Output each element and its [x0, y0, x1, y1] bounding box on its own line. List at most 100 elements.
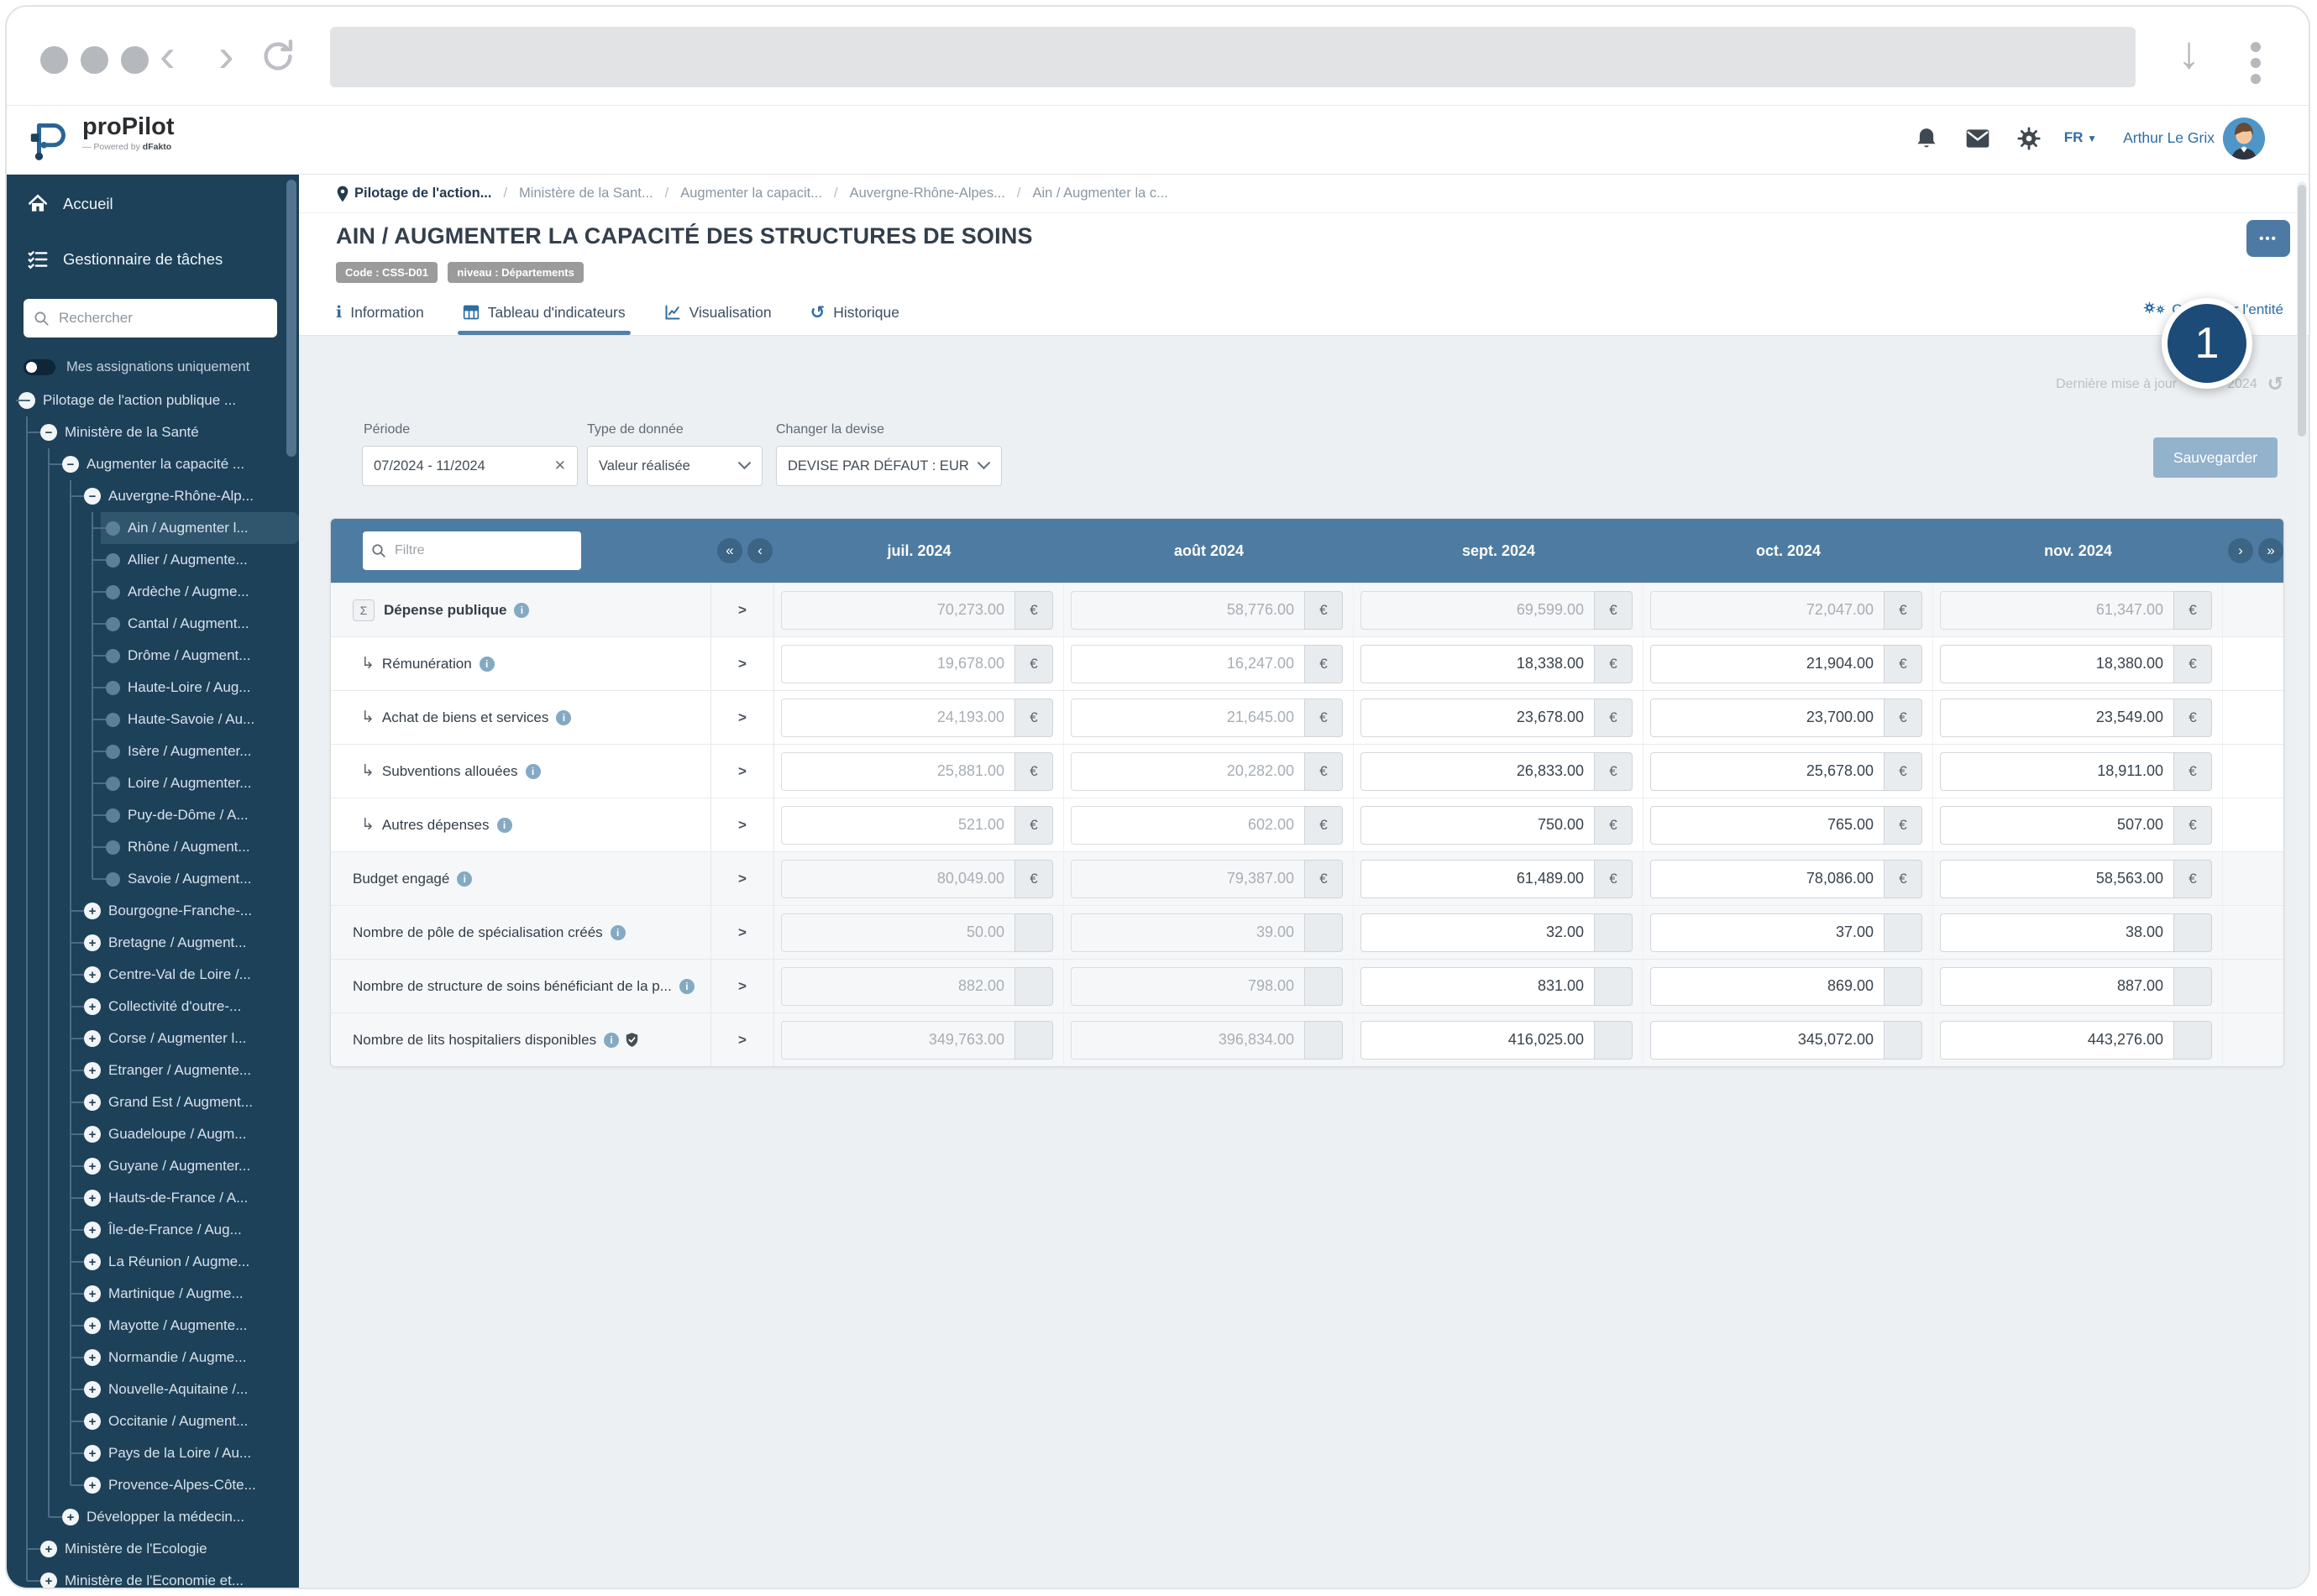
search-input[interactable] [57, 309, 267, 327]
expand-plus-icon[interactable]: + [62, 1509, 79, 1525]
expand-plus-icon[interactable]: + [84, 966, 101, 983]
expand-plus-icon[interactable]: + [84, 1190, 101, 1206]
expand-plus-icon[interactable]: + [84, 1349, 101, 1366]
expand-plus-icon[interactable]: + [84, 1062, 101, 1079]
value-input[interactable] [1650, 644, 1884, 683]
tree-item-le-de-france-aug[interactable]: + Île-de-France / Aug... [7, 1214, 299, 1246]
refresh-icon[interactable] [259, 37, 297, 80]
tree-item-hauts-de-france-a[interactable]: + Hauts-de-France / A... [7, 1182, 299, 1214]
expand-plus-icon[interactable]: + [84, 1094, 101, 1111]
tree-item-bretagne-augment[interactable]: + Bretagne / Augment... [7, 927, 299, 959]
tree-item-augmenter-la-capacit[interactable]: − Augmenter la capacité ... [7, 448, 299, 480]
page-last-button[interactable]: » [2258, 538, 2283, 563]
value-input[interactable] [1940, 913, 2173, 952]
more-actions-button[interactable]: ••• [2246, 220, 2290, 257]
tree-item-ard-che-augme[interactable]: Ardèche / Augme... [7, 576, 299, 608]
sidebar-item-accueil[interactable]: Accueil [27, 193, 113, 215]
tab-visualisation[interactable]: Visualisation [664, 290, 772, 335]
value-input[interactable] [1360, 966, 1594, 1006]
tree-item-auvergne-rh-ne-alp[interactable]: − Auvergne-Rhône-Alp... [7, 480, 299, 512]
language-selector[interactable]: FR ▼ [2063, 129, 2097, 145]
tree-item-rh-ne-augment[interactable]: Rhône / Augment... [7, 831, 299, 863]
user-name[interactable]: Arthur Le Grix [2123, 129, 2215, 146]
expand-row-button[interactable]: > [711, 798, 774, 851]
tree-item-martinique-augme[interactable]: + Martinique / Augme... [7, 1278, 299, 1310]
periode-input[interactable]: 07/2024 - 11/2024 ✕ [362, 446, 578, 486]
info-icon[interactable]: i [457, 871, 473, 887]
page-next-button[interactable]: › [2228, 538, 2253, 563]
expand-plus-icon[interactable]: + [84, 1285, 101, 1302]
table-filter-input[interactable] [393, 542, 573, 559]
clear-icon[interactable]: ✕ [553, 458, 566, 474]
value-input[interactable] [1360, 805, 1594, 845]
tree-item-guyane-augmenter[interactable]: + Guyane / Augmenter... [7, 1150, 299, 1182]
collapse-minus-icon[interactable]: − [62, 456, 79, 473]
value-input[interactable] [1650, 913, 1884, 952]
value-input[interactable] [1360, 913, 1594, 952]
breadcrumb-item[interactable]: Ministère de la Sant... [519, 186, 653, 201]
value-input[interactable] [1940, 1020, 2173, 1060]
url-bar[interactable] [330, 27, 2136, 87]
tree-item-minist-re-de-la-sant[interactable]: − Ministère de la Santé [7, 416, 299, 448]
expand-plus-icon[interactable]: + [84, 1030, 101, 1047]
expand-plus-icon[interactable]: + [40, 1572, 57, 1588]
value-input[interactable] [1650, 698, 1884, 737]
value-input[interactable] [1360, 1020, 1594, 1060]
expand-plus-icon[interactable]: + [84, 1381, 101, 1398]
info-icon[interactable]: i [556, 709, 572, 725]
value-input[interactable] [1360, 859, 1594, 898]
notifications-bell-icon[interactable] [1914, 126, 1939, 155]
tree-item-normandie-augme[interactable]: + Normandie / Augme... [7, 1342, 299, 1374]
tree-item-loire-augmenter[interactable]: Loire / Augmenter... [7, 767, 299, 799]
tree-item-grand-est-augment[interactable]: + Grand Est / Augment... [7, 1086, 299, 1118]
breadcrumb-item[interactable]: Pilotage de l'action... [336, 186, 491, 202]
expand-plus-icon[interactable]: + [84, 1477, 101, 1494]
value-input[interactable] [1940, 859, 2173, 898]
tree-item-mayotte-augmente[interactable]: + Mayotte / Augmente... [7, 1310, 299, 1342]
collapse-minus-icon[interactable]: − [40, 424, 57, 441]
expand-plus-icon[interactable]: + [84, 1317, 101, 1334]
expand-plus-icon[interactable]: + [40, 1541, 57, 1557]
sidebar-search[interactable] [24, 299, 277, 338]
avatar[interactable] [2223, 118, 2265, 160]
tree-item-cantal-augment[interactable]: Cantal / Augment... [7, 608, 299, 640]
tree-item-minist-re-de-l-economie-et[interactable]: + Ministère de l'Economie et... [7, 1565, 299, 1588]
tree-item-dr-me-augment[interactable]: Drôme / Augment... [7, 640, 299, 672]
value-input[interactable] [1650, 805, 1884, 845]
sidebar-item-gestionnaire[interactable]: Gestionnaire de tâches [27, 249, 223, 270]
value-input[interactable] [1940, 644, 2173, 683]
info-icon[interactable]: i [496, 817, 512, 833]
value-input[interactable] [1650, 859, 1884, 898]
sidebar-scrollbar-thumb[interactable] [286, 180, 296, 457]
value-input[interactable] [1650, 1020, 1884, 1060]
tree-item-savoie-augment[interactable]: Savoie / Augment... [7, 863, 299, 895]
breadcrumb-item[interactable]: Augmenter la capacit... [680, 186, 822, 201]
tree-item-collectivit-d-outre[interactable]: + Collectivité d'outre-... [7, 991, 299, 1023]
tree-item-pilotage-de-l-action-publique[interactable]: −Pilotage de l'action publique ... [7, 385, 299, 416]
tree-item-ain-augmenter-l[interactable]: Ain / Augmenter l... [7, 512, 299, 544]
expand-row-button[interactable]: > [711, 906, 774, 959]
tree-item-etranger-augmente[interactable]: + Etranger / Augmente... [7, 1054, 299, 1086]
collapse-minus-icon[interactable]: − [84, 488, 101, 505]
tree-item-bourgogne-franche[interactable]: + Bourgogne-Franche-... [7, 895, 299, 927]
expand-plus-icon[interactable]: + [84, 1413, 101, 1430]
expand-plus-icon[interactable]: + [84, 1158, 101, 1175]
table-filter[interactable] [363, 531, 581, 570]
tree-item-allier-augmente[interactable]: Allier / Augmente... [7, 544, 299, 576]
info-icon[interactable]: i [514, 602, 530, 618]
value-input[interactable] [1650, 751, 1884, 791]
type-select[interactable]: Valeur réalisée [587, 446, 763, 486]
expand-row-button[interactable]: > [711, 583, 774, 636]
value-input[interactable] [1940, 805, 2173, 845]
tree-item-d-velopper-la-m-decin[interactable]: + Développer la médecin... [7, 1501, 299, 1533]
info-icon[interactable]: i [479, 656, 495, 672]
tree-item-centre-val-de-loire[interactable]: + Centre-Val de Loire /... [7, 959, 299, 991]
tree-item-minist-re-de-l-ecologie[interactable]: + Ministère de l'Ecologie [7, 1533, 299, 1565]
tree-item-corse-augmenter-l[interactable]: + Corse / Augmenter l... [7, 1023, 299, 1054]
toggle-switch[interactable] [24, 359, 55, 375]
messages-envelope-icon[interactable] [1964, 126, 1991, 155]
tree-item-haute-loire-aug[interactable]: Haute-Loire / Aug... [7, 672, 299, 704]
expand-row-button[interactable]: > [711, 1013, 774, 1066]
back-icon[interactable]: ‹ [160, 29, 176, 81]
value-input[interactable] [1940, 751, 2173, 791]
